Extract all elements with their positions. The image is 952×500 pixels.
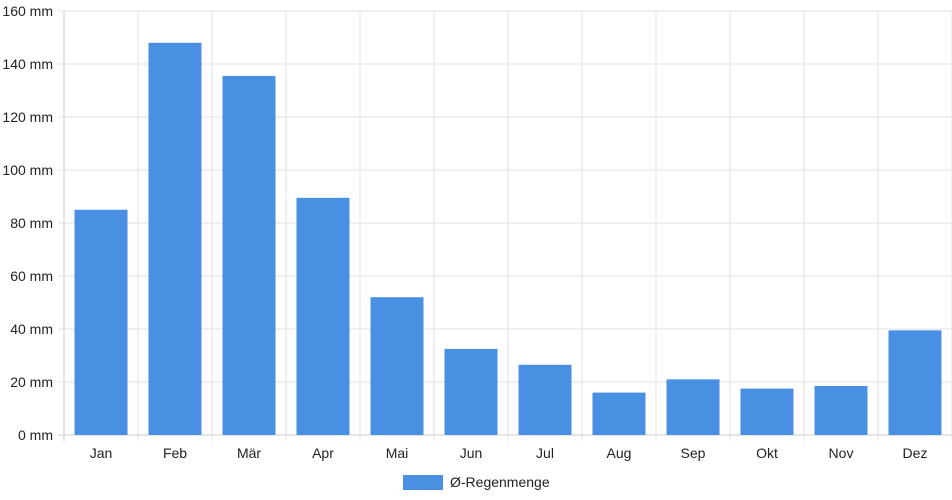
x-tick-label: Jun bbox=[460, 445, 483, 461]
y-tick-label: 20 mm bbox=[10, 374, 53, 390]
y-tick-label: 40 mm bbox=[10, 321, 53, 337]
x-tick-label: Dez bbox=[903, 445, 928, 461]
y-tick-label: 100 mm bbox=[2, 162, 53, 178]
y-tick-label: 0 mm bbox=[18, 427, 53, 443]
bar-aug[interactable] bbox=[592, 392, 646, 435]
bar-jun[interactable] bbox=[444, 348, 498, 435]
y-tick-label: 160 mm bbox=[2, 3, 53, 19]
x-tick-label: Jan bbox=[90, 445, 113, 461]
legend-label[interactable]: Ø-Regenmenge bbox=[450, 474, 550, 490]
grid-lines bbox=[58, 10, 952, 441]
bar-okt[interactable] bbox=[740, 388, 794, 435]
bar-dez[interactable] bbox=[888, 330, 942, 435]
x-axis-tick-labels: Jan Feb Mär Apr Mai Jun Jul Aug Sep Okt Nov Dez bbox=[90, 445, 928, 461]
bar-mär[interactable] bbox=[222, 75, 276, 436]
x-tick-label: Jul bbox=[536, 445, 554, 461]
x-tick-label: Apr bbox=[312, 445, 334, 461]
bar-apr[interactable] bbox=[296, 197, 350, 435]
y-tick-label: 80 mm bbox=[10, 215, 53, 231]
x-tick-label: Nov bbox=[829, 445, 854, 461]
bar-feb[interactable] bbox=[148, 42, 202, 436]
x-tick-label: Okt bbox=[756, 445, 778, 461]
x-tick-label: Aug bbox=[607, 445, 632, 461]
legend[interactable]: Ø-Regenmenge bbox=[403, 474, 550, 490]
bars bbox=[74, 42, 942, 436]
x-tick-label: Mär bbox=[237, 445, 261, 461]
x-tick-label: Mai bbox=[386, 445, 409, 461]
x-tick-label: Feb bbox=[163, 445, 187, 461]
bar-sep[interactable] bbox=[666, 379, 720, 435]
y-axis-tick-labels: 0 mm 20 mm 40 mm 60 mm 80 mm 100 mm 120 mm 140 … bbox=[2, 3, 53, 443]
x-tick-label: Sep bbox=[681, 445, 706, 461]
y-tick-label: 120 mm bbox=[2, 109, 53, 125]
y-tick-label: 60 mm bbox=[10, 268, 53, 284]
bar-jul[interactable] bbox=[518, 364, 572, 435]
bar-nov[interactable] bbox=[814, 385, 868, 435]
bar-jan[interactable] bbox=[74, 209, 128, 435]
y-tick-label: 140 mm bbox=[2, 56, 53, 72]
bar-mai[interactable] bbox=[370, 297, 424, 435]
legend-swatch[interactable] bbox=[403, 475, 443, 490]
